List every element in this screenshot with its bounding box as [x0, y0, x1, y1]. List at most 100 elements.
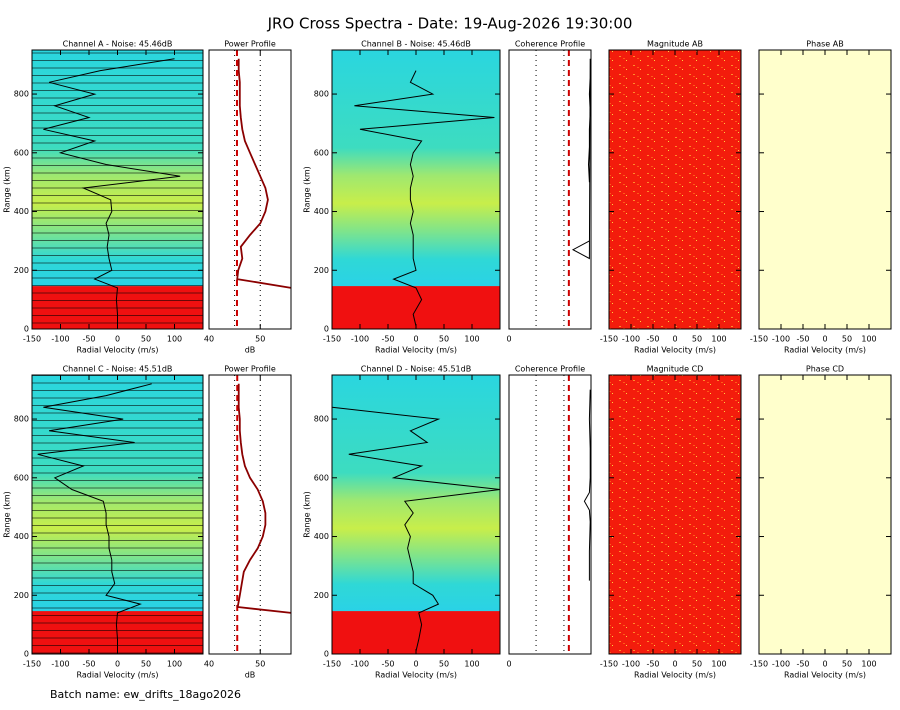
- plot-background: [609, 375, 741, 654]
- x-tick-label: -50: [82, 335, 95, 344]
- plot-background: [332, 50, 500, 329]
- profile-line: [236, 58, 292, 289]
- x-axis-label: dB: [245, 671, 256, 680]
- panel-title: Channel B - Noise: 45.46dB: [361, 40, 471, 49]
- x-tick-label: 0: [413, 660, 418, 669]
- x-tick-label: -150: [600, 660, 618, 669]
- x-tick-label: 50: [842, 660, 852, 669]
- x-tick-label: 0: [115, 335, 120, 344]
- y-tick-label: 800: [14, 90, 29, 99]
- x-tick-label: 100: [464, 660, 479, 669]
- x-tick-label: 100: [464, 335, 479, 344]
- x-tick-label: -100: [622, 660, 640, 669]
- x-tick-label: -150: [23, 660, 41, 669]
- panel-title: Phase AB: [806, 40, 843, 49]
- y-axis-label: Range (km): [3, 166, 12, 213]
- x-axis-label: Radial Velocity (m/s): [76, 671, 158, 680]
- y-tick-label: 600: [314, 148, 329, 157]
- panel-title: Magnitude AB: [647, 40, 703, 49]
- profile-line: [331, 406, 501, 652]
- x-tick-label: -50: [381, 660, 394, 669]
- y-tick-label: 800: [314, 90, 329, 99]
- plot-background: [759, 375, 891, 654]
- plot-background: [759, 50, 891, 329]
- x-tick-label: 0: [672, 335, 677, 344]
- plot-background: [332, 375, 500, 654]
- y-tick-label: 0: [24, 650, 29, 659]
- plot-frame: [758, 49, 892, 330]
- y-axis-label: Range (km): [303, 166, 312, 213]
- x-axis-label: Radial Velocity (m/s): [634, 671, 716, 680]
- range-lines: [32, 375, 203, 654]
- x-tick-label: 0: [672, 660, 677, 669]
- panel-title: Channel A - Noise: 45.46dB: [63, 40, 173, 49]
- panel-title: Coherence Profile: [515, 365, 585, 374]
- x-tick-label: -50: [646, 335, 659, 344]
- y-tick-label: 200: [14, 591, 29, 600]
- x-tick-label: -150: [23, 335, 41, 344]
- x-tick-label: -100: [772, 335, 790, 344]
- profile-line: [37, 383, 152, 652]
- y-tick-label: 800: [14, 415, 29, 424]
- range-lines: [32, 50, 203, 329]
- x-axis-label: Radial Velocity (m/s): [375, 346, 457, 355]
- panel-title: Power Profile: [224, 40, 276, 49]
- plot-frame: [608, 374, 742, 655]
- y-axis-label: Range (km): [3, 491, 12, 538]
- x-tick-label: 100: [167, 660, 182, 669]
- plot-frame: [608, 49, 742, 330]
- plot-frame: [31, 374, 204, 655]
- panel-title: Channel C - Noise: 45.51dB: [63, 365, 173, 374]
- plot-frame: [208, 49, 292, 330]
- y-tick-label: 600: [314, 473, 329, 482]
- x-tick-label: 40: [204, 335, 214, 344]
- x-tick-label: 50: [141, 335, 151, 344]
- y-tick-label: 400: [314, 207, 329, 216]
- plot-frame: [508, 49, 592, 330]
- profile-line: [236, 383, 292, 614]
- y-tick-label: 600: [14, 148, 29, 157]
- x-tick-label: 0: [822, 335, 827, 344]
- x-tick-label: 50: [439, 660, 449, 669]
- y-tick-label: 400: [14, 207, 29, 216]
- x-axis-label: Radial Velocity (m/s): [76, 346, 158, 355]
- panel-title: Phase CD: [806, 365, 844, 374]
- x-tick-label: 50: [255, 335, 265, 344]
- y-axis-label: Range (km): [303, 491, 312, 538]
- batch-name: Batch name: ew_drifts_18ago2026: [50, 688, 241, 701]
- figure-title: JRO Cross Spectra - Date: 19-Aug-2026 19…: [267, 15, 633, 33]
- x-tick-label: 50: [842, 335, 852, 344]
- y-tick-label: 400: [14, 532, 29, 541]
- x-axis-label: Radial Velocity (m/s): [784, 346, 866, 355]
- plot-frame: [31, 49, 204, 330]
- x-axis-label: Radial Velocity (m/s): [375, 671, 457, 680]
- y-tick-label: 800: [314, 415, 329, 424]
- x-tick-label: 0: [413, 335, 418, 344]
- profile-line: [571, 58, 591, 260]
- x-tick-label: -150: [323, 660, 341, 669]
- plot-frame: [331, 374, 501, 655]
- x-tick-label: 0: [506, 660, 511, 669]
- x-tick-label: -50: [381, 335, 394, 344]
- x-tick-label: 50: [141, 660, 151, 669]
- plot-frame: [208, 374, 292, 655]
- x-tick-label: 50: [255, 660, 265, 669]
- x-tick-label: -150: [750, 335, 768, 344]
- x-tick-label: 100: [711, 660, 726, 669]
- panel-title: Magnitude CD: [647, 365, 704, 374]
- x-tick-label: -100: [51, 660, 69, 669]
- panel-title: Channel D - Noise: 45.51dB: [361, 365, 471, 374]
- x-tick-label: 50: [692, 660, 702, 669]
- x-tick-label: 0: [822, 660, 827, 669]
- y-tick-label: 200: [14, 266, 29, 275]
- x-tick-label: 50: [439, 335, 449, 344]
- x-tick-label: 0: [115, 660, 120, 669]
- x-tick-label: 0: [506, 335, 511, 344]
- x-tick-label: 100: [167, 335, 182, 344]
- x-tick-label: 100: [861, 660, 876, 669]
- y-tick-label: 200: [314, 591, 329, 600]
- plot-frame: [758, 374, 892, 655]
- panel-title: Power Profile: [224, 365, 276, 374]
